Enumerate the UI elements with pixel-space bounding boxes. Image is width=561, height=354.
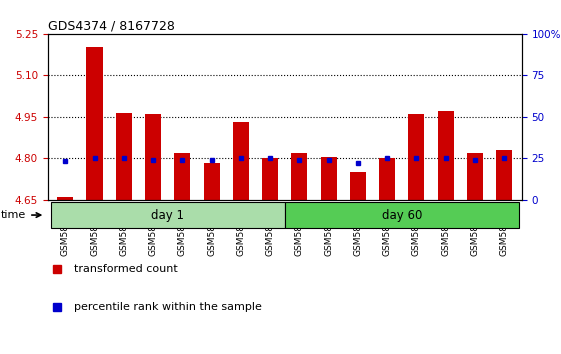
Bar — [116, 113, 132, 200]
Bar — [496, 150, 512, 200]
Bar — [320, 157, 337, 200]
Bar — [285, 202, 519, 228]
Bar — [57, 197, 73, 200]
Bar — [467, 153, 483, 200]
Text: percentile rank within the sample: percentile rank within the sample — [73, 302, 261, 313]
Bar — [233, 122, 249, 200]
Bar — [438, 111, 454, 200]
Bar — [204, 162, 219, 200]
Bar — [50, 202, 285, 228]
Text: transformed count: transformed count — [73, 264, 177, 274]
Bar — [262, 159, 278, 200]
Text: time: time — [1, 210, 40, 220]
Bar — [291, 153, 307, 200]
Text: GDS4374 / 8167728: GDS4374 / 8167728 — [48, 19, 174, 33]
Bar — [379, 159, 395, 200]
Bar — [174, 153, 190, 200]
Bar — [86, 47, 103, 200]
Text: day 1: day 1 — [151, 209, 184, 222]
Bar — [145, 114, 161, 200]
Bar — [408, 114, 425, 200]
Text: day 60: day 60 — [381, 209, 422, 222]
Bar — [350, 172, 366, 200]
